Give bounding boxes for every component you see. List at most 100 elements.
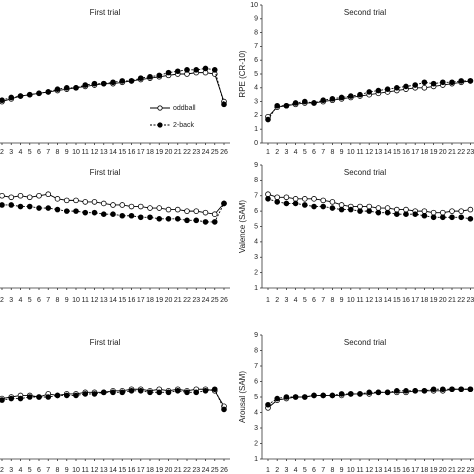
data-point	[449, 208, 455, 214]
data-point	[91, 199, 98, 205]
data-point	[375, 389, 382, 396]
x-tick-label: 8	[330, 149, 334, 156]
x-tick-label: 14	[384, 297, 392, 304]
data-point	[91, 209, 98, 216]
data-point	[119, 78, 126, 84]
x-tick-label: 6	[312, 297, 316, 304]
data-point	[439, 79, 446, 86]
data-point	[430, 386, 437, 393]
data-point	[128, 212, 135, 219]
data-point	[421, 85, 428, 91]
data-point	[430, 209, 437, 216]
x-tick-label: 15	[393, 467, 401, 474]
data-point	[45, 191, 52, 198]
x-tick-label: 13	[375, 149, 383, 156]
data-point	[100, 80, 107, 87]
x-tick-label: 4	[19, 467, 23, 474]
x-tick-label: 14	[109, 297, 117, 304]
x-tick-label: 7	[321, 297, 325, 304]
data-point	[26, 194, 33, 201]
x-tick-label: 13	[100, 297, 108, 304]
data-point	[311, 392, 317, 399]
data-point	[320, 197, 327, 204]
x-tick-label: 23	[192, 149, 200, 156]
data-point	[147, 214, 153, 221]
x-tick-label: 1	[266, 467, 270, 474]
data-point	[393, 85, 400, 91]
x-tick-label: 20	[439, 467, 447, 474]
x-tick-label: 20	[165, 467, 173, 474]
data-point	[467, 206, 474, 213]
data-point	[100, 389, 107, 396]
x-tick-label: 12	[91, 297, 99, 304]
data-point	[73, 197, 79, 204]
data-point	[137, 75, 144, 81]
y-tick-label: 9	[254, 162, 258, 169]
x-tick-label: 8	[330, 467, 334, 474]
data-point	[430, 214, 437, 221]
x-tick-label: 15	[393, 149, 401, 156]
data-point	[439, 209, 446, 216]
x-tick-label: 4	[294, 297, 298, 304]
data-point	[329, 199, 336, 205]
x-tick-label: 21	[448, 297, 456, 304]
x-tick-label: 19	[430, 467, 438, 474]
x-tick-label: 22	[183, 297, 191, 304]
data-point	[0, 97, 5, 104]
data-point	[147, 389, 153, 396]
data-point	[292, 394, 299, 400]
x-tick-label: 13	[375, 297, 383, 304]
x-tick-label: 3	[9, 149, 13, 156]
data-point	[0, 397, 5, 403]
x-tick-label: 8	[330, 297, 334, 304]
x-tick-label: 7	[46, 149, 50, 156]
panel-title: Second trial	[344, 8, 386, 17]
data-point	[338, 391, 345, 397]
data-point	[45, 89, 52, 95]
x-tick-label: 14	[384, 149, 392, 156]
data-point	[338, 206, 345, 213]
y-tick-label: 2	[254, 112, 258, 119]
data-point	[193, 67, 200, 73]
data-point	[165, 216, 172, 222]
x-tick-label: 20	[439, 297, 447, 304]
data-point	[156, 205, 163, 211]
x-tick-label: 11	[356, 149, 363, 156]
x-tick-label: 18	[421, 297, 429, 304]
x-tick-label: 9	[340, 467, 344, 474]
data-point	[366, 203, 373, 210]
y-tick-label: 1	[254, 285, 258, 292]
x-tick-label: 2	[0, 467, 4, 474]
data-point	[347, 206, 354, 213]
data-point	[147, 205, 153, 211]
x-tick-label: 25	[211, 149, 219, 156]
data-point	[393, 211, 400, 218]
x-tick-label: 15	[118, 467, 126, 474]
x-tick-label: 2	[275, 149, 279, 156]
x-tick-label: 16	[402, 149, 410, 156]
x-tick-label: 11	[82, 297, 89, 304]
data-point	[174, 206, 181, 213]
x-tick-label: 21	[174, 467, 182, 474]
x-tick-label: 14	[109, 467, 117, 474]
x-tick-label: 25	[211, 297, 219, 304]
data-point	[211, 211, 218, 218]
data-point	[0, 192, 5, 199]
x-tick-label: 6	[37, 297, 41, 304]
data-point	[347, 93, 354, 99]
data-point	[311, 203, 317, 210]
data-point	[366, 89, 373, 95]
data-point	[193, 217, 200, 224]
y-tick-label: 3	[254, 254, 258, 261]
x-tick-label: 11	[82, 149, 89, 156]
x-tick-label: 17	[137, 149, 145, 156]
data-point	[458, 208, 465, 214]
x-tick-label: 5	[303, 149, 307, 156]
x-tick-label: 18	[146, 297, 154, 304]
x-tick-label: 22	[457, 297, 465, 304]
x-tick-label: 24	[202, 297, 210, 304]
data-point	[467, 78, 474, 84]
x-tick-label: 8	[56, 467, 60, 474]
x-tick-label: 23	[467, 467, 474, 474]
data-point	[110, 79, 116, 86]
